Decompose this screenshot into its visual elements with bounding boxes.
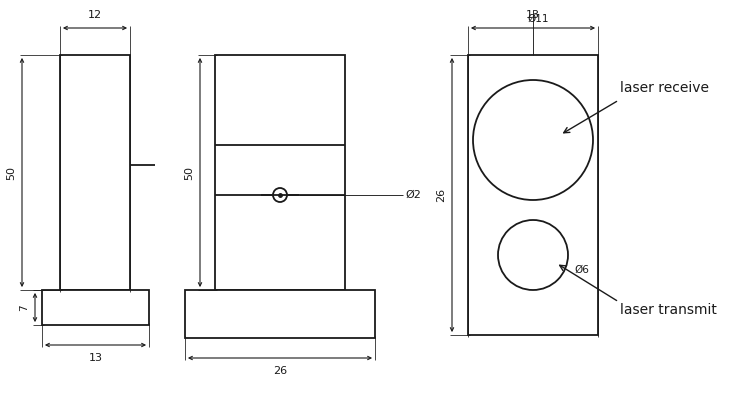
- Text: 50: 50: [184, 166, 194, 180]
- Text: 26: 26: [436, 188, 446, 202]
- Text: 26: 26: [273, 366, 287, 376]
- Text: 13: 13: [88, 353, 103, 363]
- Text: Ø6: Ø6: [574, 265, 589, 275]
- Text: Ø2: Ø2: [405, 190, 421, 200]
- Bar: [185, 290, 375, 338]
- Bar: [215, 55, 345, 290]
- Text: Ø11: Ø11: [527, 14, 548, 24]
- Bar: [468, 55, 598, 335]
- Text: 50: 50: [6, 166, 16, 180]
- Text: laser receive: laser receive: [620, 81, 709, 95]
- Bar: [60, 55, 130, 290]
- Text: 13: 13: [526, 10, 540, 20]
- Text: 7: 7: [19, 304, 29, 311]
- Text: 12: 12: [88, 10, 102, 20]
- Bar: [42, 290, 149, 325]
- Text: laser transmit: laser transmit: [620, 303, 717, 317]
